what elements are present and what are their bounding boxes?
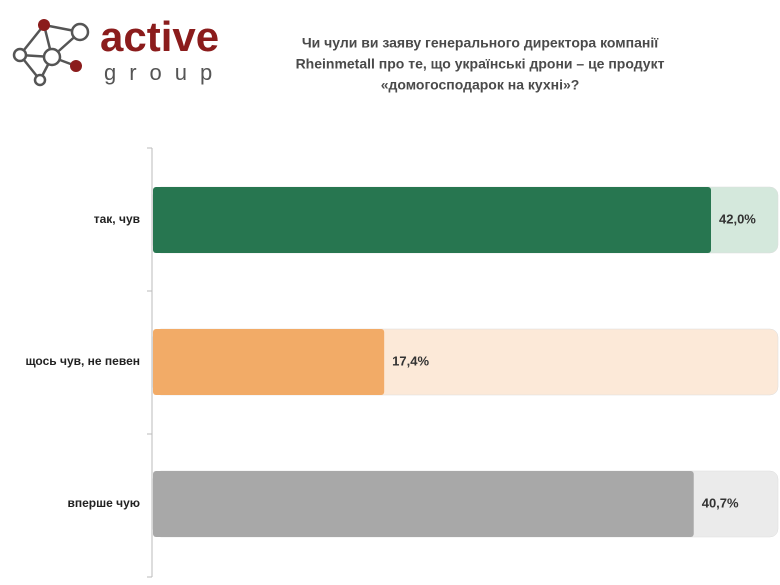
bar	[153, 329, 385, 395]
chart-title: Чи чули ви заяву генерального директора …	[302, 35, 659, 51]
chart-title: «домогосподарок на кухні»?	[381, 77, 580, 93]
category-label: вперше чую	[67, 496, 140, 510]
data-label: 42,0%	[719, 211, 756, 226]
logo-sub: group	[104, 60, 225, 85]
bar	[153, 187, 711, 253]
data-label: 17,4%	[392, 353, 429, 368]
bar	[153, 471, 694, 537]
logo-name: active	[100, 13, 219, 60]
chart-title: Rheinmetall про те, що українські дрони …	[296, 56, 665, 72]
category-label: щось чув, не певен	[25, 354, 140, 368]
data-label: 40,7%	[702, 495, 739, 510]
category-label: так, чув	[94, 212, 140, 226]
logo: active group	[12, 13, 225, 87]
